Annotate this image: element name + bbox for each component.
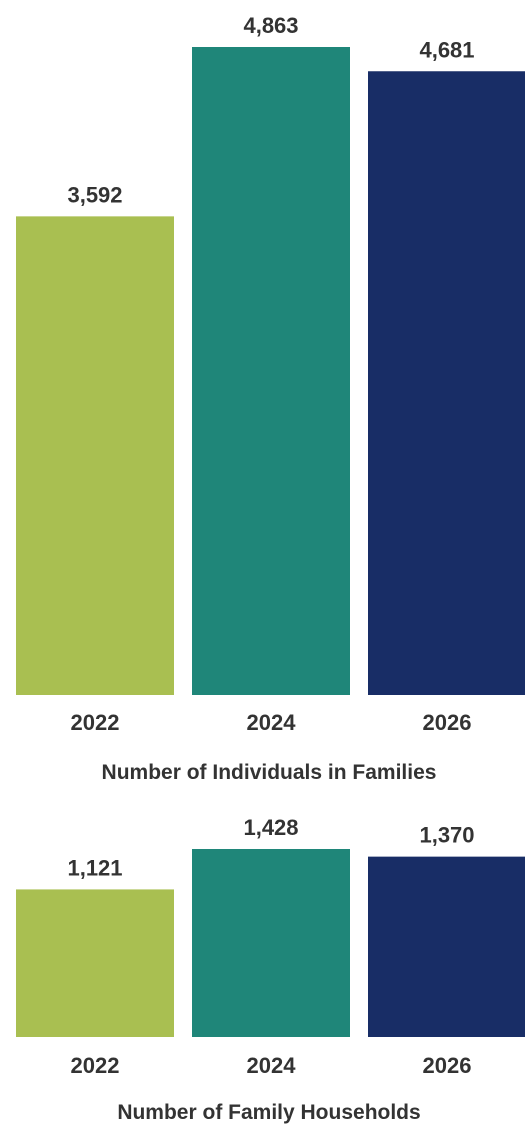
tick-label-individuals-2022: 2022 <box>71 710 120 735</box>
bar-individuals-2026 <box>368 71 525 695</box>
value-label-households-2026: 1,370 <box>419 823 474 848</box>
chart-title-households: Number of Family Households <box>117 1101 420 1124</box>
tick-label-households-2024: 2024 <box>247 1053 297 1078</box>
individuals-in-families-chart: 3,592 2022 4,863 2024 4,681 2026 Number of Ind… <box>16 13 525 784</box>
tick-label-individuals-2024: 2024 <box>247 710 297 735</box>
tick-label-households-2022: 2022 <box>71 1053 120 1078</box>
tick-label-individuals-2026: 2026 <box>423 710 472 735</box>
value-label-households-2022: 1,121 <box>67 855 122 880</box>
bar-individuals-2022 <box>16 216 174 695</box>
bar-individuals-2024 <box>192 47 350 695</box>
tick-label-households-2026: 2026 <box>423 1053 472 1078</box>
value-label-individuals-2024: 4,863 <box>243 13 298 38</box>
chart-title-individuals: Number of Individuals in Families <box>102 761 437 784</box>
bar-households-2026 <box>368 856 525 1037</box>
value-label-individuals-2026: 4,681 <box>419 37 474 62</box>
bar-households-2022 <box>16 889 174 1037</box>
value-label-households-2024: 1,428 <box>243 815 298 840</box>
bar-households-2024 <box>192 849 350 1037</box>
value-label-individuals-2022: 3,592 <box>67 182 122 207</box>
